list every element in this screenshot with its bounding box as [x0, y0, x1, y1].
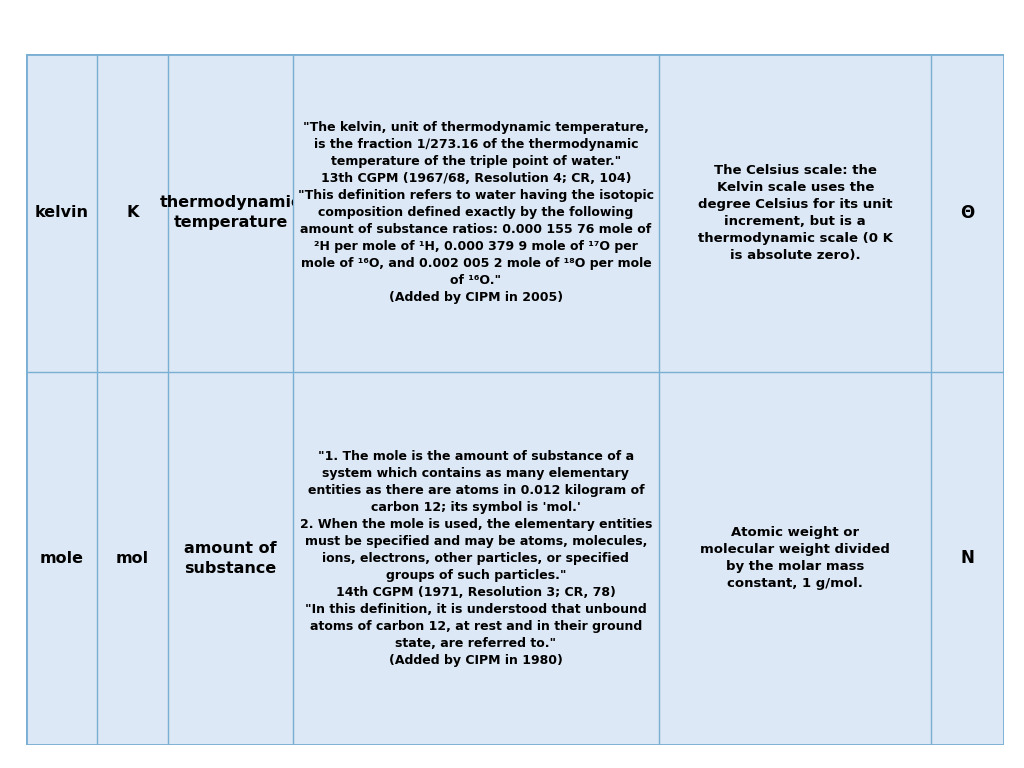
Text: mole: mole — [39, 551, 83, 566]
Text: The Celsius scale: the
Kelvin scale uses the
degree Celsius for its unit
increme: The Celsius scale: the Kelvin scale uses… — [697, 164, 893, 262]
Text: kelvin: kelvin — [34, 205, 88, 220]
Text: Θ: Θ — [961, 204, 975, 222]
Text: Atomic weight or
molecular weight divided
by the molar mass
constant, 1 g/mol.: Atomic weight or molecular weight divide… — [700, 526, 890, 591]
Text: "1. The mole is the amount of substance of a
system which contains as many eleme: "1. The mole is the amount of substance … — [300, 450, 652, 667]
Text: thermodynamic
temperature: thermodynamic temperature — [160, 195, 301, 230]
Text: amount of
substance: amount of substance — [184, 541, 276, 576]
Text: "The kelvin, unit of thermodynamic temperature,
is the fraction 1∕273.16 of the : "The kelvin, unit of thermodynamic tempe… — [298, 121, 654, 304]
Text: K: K — [127, 205, 139, 220]
Text: mol: mol — [116, 551, 150, 566]
Text: N: N — [961, 549, 974, 568]
